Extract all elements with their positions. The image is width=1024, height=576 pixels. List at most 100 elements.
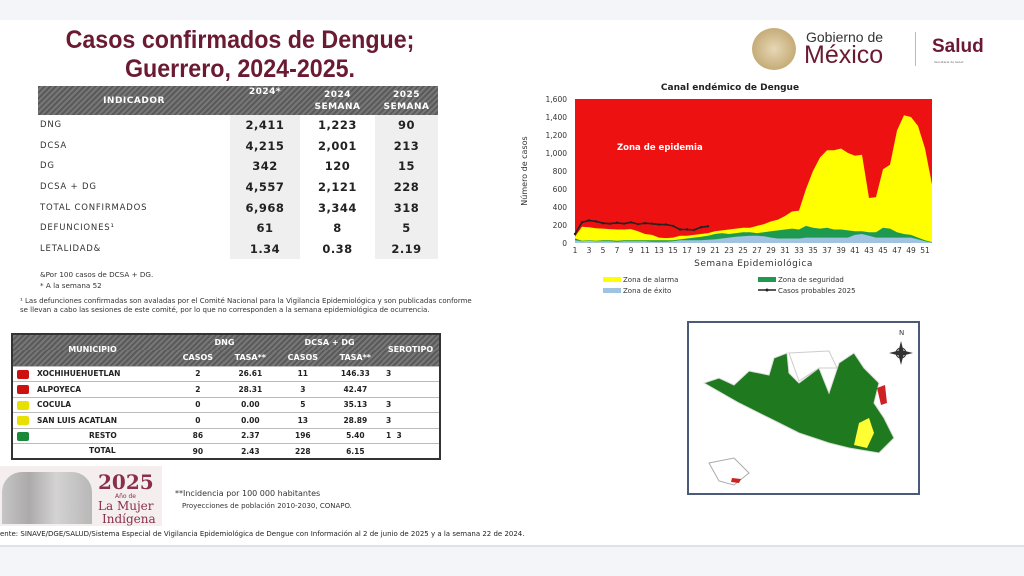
header-indicador: INDICADOR (103, 95, 165, 106)
table-header: INDICADOR 2024* 2024 SEMANA 2025 SEMANA (38, 86, 438, 115)
dng-tasa-cell: 0.00 (223, 396, 277, 413)
bottom-bar (0, 545, 1024, 576)
municipio-name: ALPOYECA (37, 384, 82, 394)
indicator-value: 342 (230, 156, 300, 177)
page-title: Casos confirmados de Dengue; Guerrero, 2… (35, 26, 444, 84)
gobierno-logo: Gobierno de México Salud Secretaría de S… (752, 28, 1002, 70)
header-dcsa-dg: DCSA + DG (304, 337, 355, 347)
x-tick-label: 11 (640, 246, 650, 255)
casos-probables-point (706, 225, 710, 228)
x-tick-label: 15 (668, 246, 678, 255)
casos-probables-point (601, 222, 605, 225)
serotipo-cell: 3 (382, 396, 440, 413)
x-tick-label: 7 (615, 246, 620, 255)
serotipo-cell (382, 381, 440, 397)
indicator-value: 2.19 (375, 238, 438, 260)
casos-probables-point (692, 228, 696, 232)
municipio-cell: TOTAL (12, 443, 172, 459)
municipio-cell: RESTO (12, 427, 172, 444)
risk-color-icon (17, 431, 29, 441)
d-casos-cell: 3 (276, 381, 329, 397)
inset-guerrero (731, 478, 741, 483)
note-defunciones: ¹ Las defunciones confirmadas son avalad… (20, 297, 472, 314)
legend-label: Zona de éxito (623, 287, 671, 295)
mujer-indigena-logo: 2025 Año de La Mujer Indígena (0, 466, 162, 526)
serotipo-cell: 3 (382, 365, 440, 382)
table-header: MUNICIPIO DNG DCSA + DG SEROTIPO (12, 334, 440, 354)
dng-casos-cell: 0 (172, 412, 224, 428)
indicator-value: 2,121 (318, 180, 357, 195)
table-row: DG 342 120 15 (38, 156, 438, 177)
y-tick-label: 0 (562, 239, 567, 248)
ministry-name: Salud (932, 36, 984, 57)
municipio-name: SAN LUIS ACATLAN (37, 415, 118, 425)
header-casos: CASOS (182, 352, 214, 362)
risk-color-icon (17, 447, 29, 456)
d-casos-cell: 5 (276, 396, 329, 413)
indicator-value: 4,215 (230, 135, 300, 157)
table-row: COCULA 0 0.00 5 35.13 3 (12, 396, 440, 413)
casos-probables-point (608, 222, 612, 225)
dng-casos-cell: 2 (172, 381, 224, 397)
x-tick-label: 31 (780, 246, 790, 255)
casos-probables-point (650, 222, 654, 225)
dng-casos-cell: 90 (172, 443, 224, 459)
dng-tasa-cell: 2.43 (223, 443, 277, 459)
y-tick-label: 200 (553, 221, 568, 230)
x-tick-label: 9 (629, 246, 634, 255)
zona-epidemia-label: Zona de epidemia (617, 143, 703, 153)
dng-tasa-cell: 26.61 (223, 365, 277, 382)
x-tick-label: 37 (822, 246, 832, 255)
x-tick-label: 27 (752, 246, 762, 255)
emblem-icon (752, 28, 796, 70)
risk-color-icon (17, 369, 29, 379)
indicator-value: 90 (375, 115, 438, 136)
source-line: ente: SINAVE/DGE/SALUD/Sistema Especial … (0, 530, 525, 538)
x-tick-label: 29 (766, 246, 776, 255)
indicator-value: 120 (324, 159, 351, 174)
d-tasa-cell: 6.15 (328, 443, 382, 459)
d-casos-cell: 13 (276, 412, 329, 428)
population-note: Proyecciones de población 2010-2030, CON… (182, 502, 352, 510)
legend-swatch (758, 277, 776, 282)
region-white (788, 350, 838, 382)
north-label: N (899, 329, 904, 337)
y-tick-label: 400 (553, 203, 568, 212)
state-region-green (702, 352, 895, 454)
legend-label: Zona de seguridad (778, 276, 844, 284)
guerrero-map: N (687, 321, 920, 495)
y-tick-label: 1,600 (546, 95, 568, 104)
x-tick-label: 1 (573, 246, 578, 255)
header-2025-semana: 2025 SEMANA (383, 89, 430, 112)
municipio-name: RESTO (89, 431, 117, 440)
indicator-value: 61 (230, 217, 300, 239)
x-tick-label: 21 (710, 246, 720, 255)
dng-tasa-cell: 28.31 (223, 381, 277, 397)
logo-line3: Indígena (102, 512, 156, 526)
casos-probables-point (587, 219, 591, 222)
indicator-label: DCSA + DG (40, 182, 97, 193)
indicator-value: 15 (375, 156, 438, 177)
x-tick-label: 5 (601, 246, 606, 255)
table-row: XOCHIHUEHUETLAN 2 26.61 11 146.33 3 (12, 365, 440, 382)
table-row: DCSA 4,215 2,001 213 (38, 135, 438, 157)
casos-probables-point (629, 221, 633, 224)
d-casos-cell: 11 (276, 365, 329, 382)
logo-year: 2025 (98, 470, 154, 494)
casos-probables-point (657, 223, 661, 226)
header-serotipo: SEROTIPO (387, 345, 434, 355)
indicator-value: 318 (375, 197, 438, 218)
incidence-note: **Incidencia por 100 000 habitantes (175, 489, 321, 498)
x-tick-label: 45 (878, 246, 888, 255)
legend-swatch (603, 288, 621, 293)
x-tick-label: 51 (920, 246, 930, 255)
d-tasa-cell: 35.13 (328, 396, 382, 413)
y-tick-label: 1,000 (546, 149, 568, 158)
municipio-cell: COCULA (12, 396, 172, 413)
indicators-table: INDICADOR 2024* 2024 SEMANA 2025 SEMANA … (38, 86, 438, 260)
table-row: DNG 2,411 1,223 90 (38, 115, 438, 136)
municipio-cell: SAN LUIS ACATLAN (12, 412, 172, 428)
gov-line2: México (804, 41, 884, 69)
indicator-label: DNG (40, 120, 62, 131)
casos-probables-point (685, 228, 689, 231)
